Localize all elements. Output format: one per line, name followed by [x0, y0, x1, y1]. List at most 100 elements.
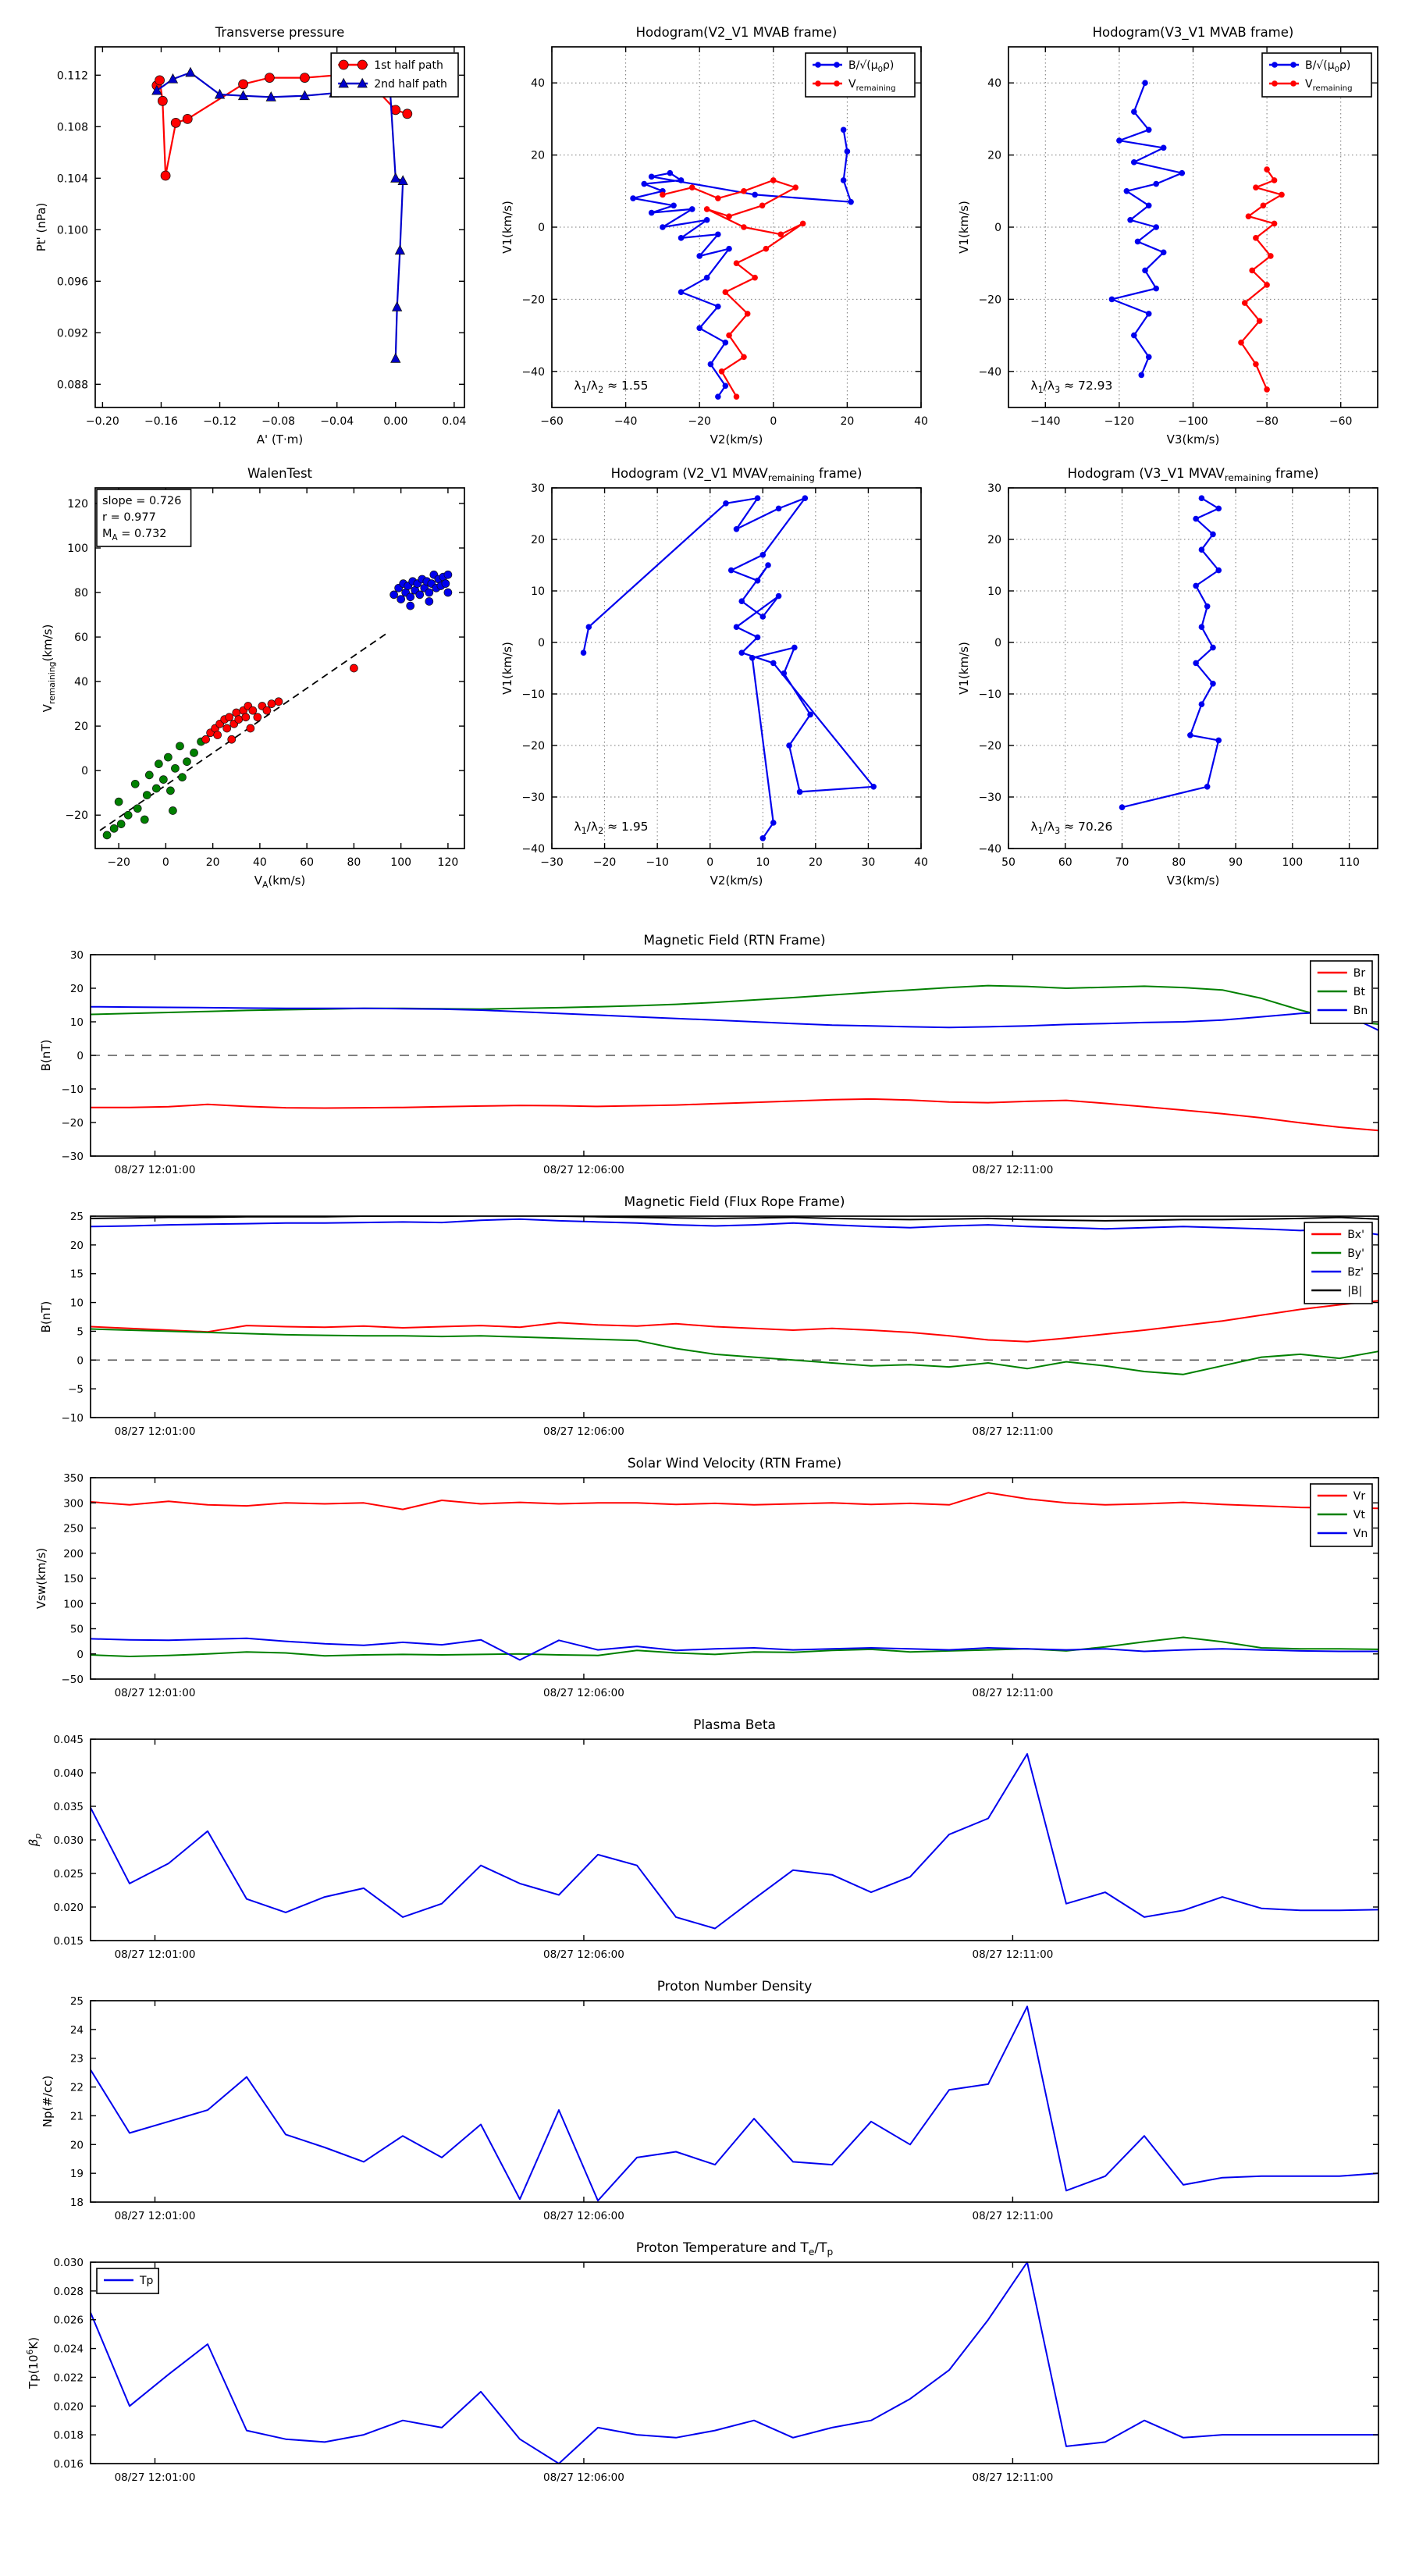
svg-text:Br: Br: [1353, 967, 1366, 980]
lambda-ratio-annotation: λ1/λ3 ≈ 72.93: [1030, 379, 1112, 395]
series-blue-points: [389, 570, 453, 610]
svg-text:0: 0: [81, 765, 88, 777]
hodogram_v3v1_mvav-svg: 50 60 70 80 90 100 110 −40 −30 −20 −10 0 10 20 30 Hodog…: [957, 466, 1378, 888]
series-beta-p: [90, 1752, 1379, 1930]
svg-text:0.035: 0.035: [53, 1801, 84, 1813]
axis-ticks: [91, 1215, 1378, 1418]
axis-ticks: [95, 47, 464, 407]
hodogram_v2v1_mvav-svg: −30 −20 −10 0 10 20 30 40−40−30−20−100102030Hod…: [500, 466, 928, 888]
svg-text:−5: −5: [68, 1383, 84, 1396]
svg-text:08/27 12:06:00: 08/27 12:06:00: [543, 1164, 624, 1176]
svg-text:−20: −20: [978, 294, 1001, 306]
series-bx-: [90, 1300, 1379, 1343]
svg-text:2nd half path: 2nd half path: [374, 78, 447, 91]
chart-title: Magnetic Field (RTN Frame): [643, 933, 825, 948]
plot-walen-test: −20 0 20 40 60 80 100 120 −20 0 20 40 60 80 100 120 Wale…: [23, 455, 480, 894]
legend: B/√(μ0ρ) Vremaining: [1261, 52, 1372, 98]
series-v-remaining: [1238, 166, 1285, 393]
svg-text:20: 20: [840, 415, 854, 428]
svg-text:60: 60: [300, 856, 314, 869]
svg-text:0: 0: [76, 1050, 84, 1062]
svg-text:30: 30: [70, 949, 84, 962]
svg-text:08/27 12:01:00: 08/27 12:01:00: [115, 2210, 196, 2222]
lambda-ratio-annotation: λ1/λ3 ≈ 70.26: [1030, 820, 1112, 836]
svg-text:B/√(μ0ρ): B/√(μ0ρ): [1305, 59, 1350, 74]
svg-text:−10: −10: [978, 688, 1001, 701]
legend: Br Bt Bn: [1310, 960, 1373, 1024]
svg-text:08/27 12:01:00: 08/27 12:01:00: [115, 1687, 196, 1699]
svg-text:08/27 12:06:00: 08/27 12:06:00: [543, 1425, 624, 1438]
svg-text:0: 0: [994, 637, 1001, 649]
svg-text:200: 200: [63, 1548, 84, 1560]
chart-title: Hodogram (V2_V1 MVAVremaining frame): [611, 466, 863, 483]
axes-frame: [1008, 487, 1378, 849]
svg-text:20: 20: [809, 856, 823, 869]
svg-text:08/27 12:01:00: 08/27 12:01:00: [115, 1425, 196, 1438]
svg-text:0: 0: [162, 856, 169, 869]
svg-text:80: 80: [1172, 856, 1186, 869]
chart-title: Transverse pressure: [215, 25, 345, 40]
svg-text:−20: −20: [688, 415, 711, 428]
svg-text:08/27 12:11:00: 08/27 12:11:00: [972, 1687, 1053, 1699]
svg-text:−20: −20: [107, 856, 130, 869]
svg-text:−140: −140: [1030, 415, 1060, 428]
svg-text:25: 25: [70, 1995, 84, 2008]
svg-text:08/27 12:11:00: 08/27 12:11:00: [972, 1425, 1053, 1438]
svg-text:08/27 12:06:00: 08/27 12:06:00: [543, 2471, 624, 2484]
x-axis-label: V3(km/s): [1167, 432, 1220, 447]
tick-labels: −20 0 20 40 60 80 100 120 −20 0 20 40 60 80 100 120: [65, 498, 458, 869]
svg-text:30: 30: [862, 856, 876, 869]
tick-labels: −140 −120 −100 −80 −60 −40 −20 0 20 40: [978, 77, 1352, 428]
svg-text:−20: −20: [593, 856, 617, 869]
svg-text:Bt: Bt: [1353, 986, 1366, 998]
svg-text:80: 80: [74, 587, 88, 600]
svg-text:0.026: 0.026: [53, 2314, 84, 2327]
series-bn: [90, 1005, 1379, 1031]
series-v-remaining-path: [580, 495, 877, 841]
y-axis-label: V1(km/s): [957, 201, 971, 254]
grid: [1008, 47, 1378, 407]
svg-text:19: 19: [70, 2168, 84, 2180]
svg-text:−60: −60: [1329, 415, 1353, 428]
stats-box: [96, 489, 192, 547]
svg-text:100: 100: [390, 856, 411, 869]
svg-text:40: 40: [914, 856, 928, 869]
svg-text:10: 10: [70, 1016, 84, 1029]
svg-text:0: 0: [994, 222, 1001, 234]
svg-text:5: 5: [76, 1325, 84, 1338]
svg-text:100: 100: [63, 1598, 84, 1610]
svg-text:−10: −10: [521, 688, 545, 701]
svg-text:30: 30: [987, 482, 1001, 495]
svg-text:0.088: 0.088: [57, 379, 88, 391]
svg-text:0.108: 0.108: [57, 121, 88, 133]
axis-ticks: [91, 2261, 1378, 2464]
y-axis-label: βp: [27, 1834, 43, 1848]
svg-text:80: 80: [347, 856, 361, 869]
axis-ticks: [91, 954, 1378, 1157]
svg-text:0.112: 0.112: [57, 69, 88, 82]
svg-text:Vremaining: Vremaining: [848, 78, 895, 93]
series-bt: [90, 984, 1379, 1025]
svg-text:24: 24: [70, 2024, 84, 2037]
svg-text:1st half path: 1st half path: [374, 59, 443, 72]
svg-text:10: 10: [531, 585, 545, 598]
svg-text:−40: −40: [521, 843, 545, 856]
chart-title: Hodogram(V3_V1 MVAB frame): [1093, 25, 1294, 41]
axis-ticks: [551, 47, 922, 407]
series-red-points: [201, 664, 358, 744]
svg-text:120: 120: [438, 856, 459, 869]
svg-text:r = 0.977: r = 0.977: [102, 511, 156, 524]
svg-text:0: 0: [76, 1354, 84, 1367]
svg-text:90: 90: [1229, 856, 1243, 869]
svg-text:50: 50: [70, 1624, 84, 1636]
svg-text:−40: −40: [521, 366, 545, 379]
svg-text:B/√(μ0ρ): B/√(μ0ρ): [848, 59, 894, 74]
series-b-over-sqrt-mu0-rho: [1108, 80, 1186, 379]
svg-text:21: 21: [70, 2110, 84, 2122]
svg-text:120: 120: [67, 498, 88, 511]
tick-labels: −0.20 −0.16 −0.12 −0.08 −0.04 0.00 0.04 0.088 0.…: [57, 69, 467, 428]
svg-text:0.025: 0.025: [53, 1868, 84, 1880]
svg-text:−30: −30: [62, 1151, 84, 1163]
svg-text:0.045: 0.045: [53, 1734, 84, 1746]
